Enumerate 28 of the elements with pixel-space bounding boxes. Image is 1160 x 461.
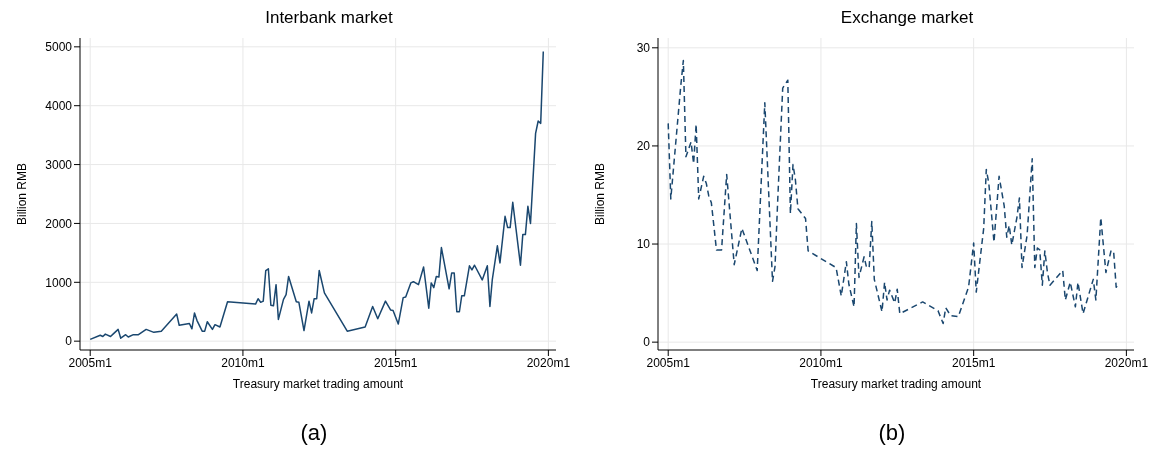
x-tick-label: 2015m1	[951, 355, 996, 370]
x-tick-label: 2015m1	[373, 355, 418, 370]
y-tick-label: 2000	[45, 216, 73, 231]
y-tick-label: 5000	[45, 40, 73, 55]
x-tick-label: 2005m1	[68, 355, 113, 370]
y-axis-title: Billion RMB	[593, 162, 608, 226]
y-tick-label: 3000	[45, 157, 73, 172]
x-tick-label: 2020m1	[526, 355, 571, 370]
x-tick-label: 2010m1	[799, 355, 843, 370]
y-tick-label: 20	[636, 139, 651, 154]
x-tick-label: 2020m1	[1104, 355, 1149, 370]
y-tick-label: 0	[643, 335, 651, 350]
y-tick-label: 30	[636, 41, 651, 56]
y-tick-label: 4000	[45, 98, 73, 113]
text: (b)	[877, 420, 907, 446]
chart-title: Exchange market	[839, 8, 975, 29]
x-tick-label: 2005m1	[646, 355, 691, 370]
x-axis-title: Treasury market trading amount	[810, 377, 982, 391]
x-tick-label: 2010m1	[221, 355, 265, 370]
y-tick-label: 10	[636, 237, 651, 252]
line-series	[89, 50, 545, 341]
y-tick-label: 0	[65, 334, 73, 349]
y-axis-title: Billion RMB	[15, 162, 30, 226]
line-series	[667, 59, 1120, 325]
chart-title: Interbank market	[264, 8, 394, 29]
y-tick-label: 1000	[45, 275, 73, 290]
text: (a)	[299, 420, 329, 446]
x-axis-title: Treasury market trading amount	[232, 377, 404, 391]
